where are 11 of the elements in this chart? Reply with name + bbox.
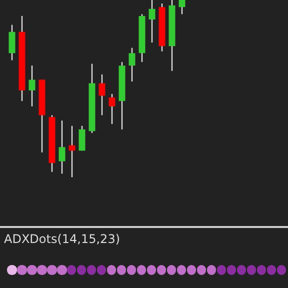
candlestick <box>108 93 116 125</box>
candlestick <box>128 47 136 82</box>
candlestick <box>68 125 76 178</box>
candlestick <box>58 120 66 174</box>
candlestick <box>8 24 16 61</box>
candlestick <box>98 74 106 116</box>
candlestick <box>148 0 156 44</box>
text: ADXDots(14,15,23) <box>4 232 120 246</box>
candlestick <box>78 125 86 152</box>
candlestick <box>178 0 186 15</box>
candlestick <box>28 64 36 107</box>
